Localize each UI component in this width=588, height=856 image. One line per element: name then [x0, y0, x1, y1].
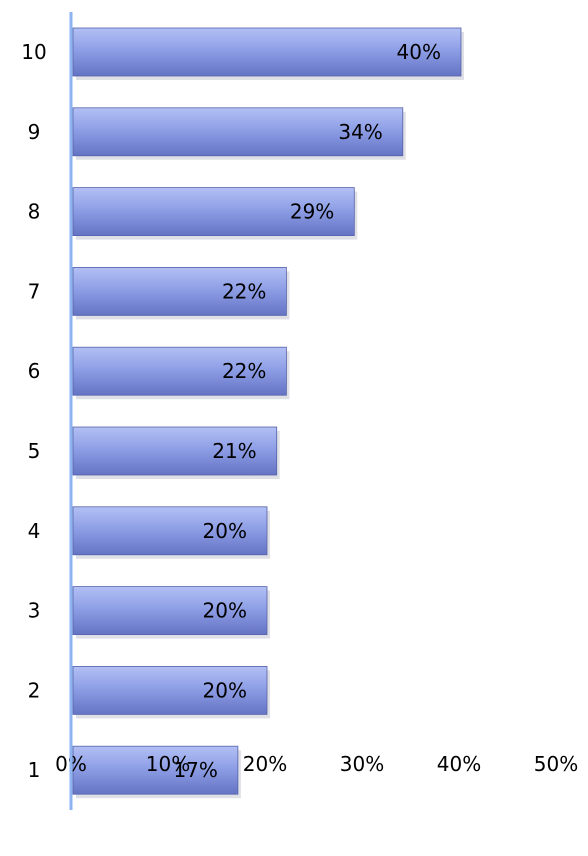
bar-series	[72, 27, 464, 799]
x-tick-label: 50%	[534, 752, 578, 776]
x-tick-label: 20%	[243, 752, 287, 776]
bar-5	[72, 426, 278, 476]
bar-7	[72, 266, 287, 316]
y-tick-label-5: 5	[28, 439, 41, 463]
data-label-6: 22%	[222, 359, 266, 383]
y-tick-label-4: 4	[28, 519, 41, 543]
data-label-10: 40%	[397, 40, 441, 64]
data-label-8: 29%	[290, 200, 334, 224]
y-tick-label-9: 9	[28, 120, 41, 144]
bar-3	[72, 586, 268, 635]
y-axis-tick-labels: 10 9 8 7 6 5 4 3 2 1	[21, 40, 46, 782]
data-label-3: 20%	[203, 599, 247, 623]
y-tick-label-8: 8	[28, 200, 41, 224]
y-tick-label-6: 6	[28, 359, 41, 383]
bar-1	[72, 745, 239, 795]
data-label-9: 34%	[338, 120, 382, 144]
data-label-4: 20%	[203, 519, 247, 543]
y-tick-label-1: 1	[28, 758, 41, 782]
x-tick-label: 10%	[146, 752, 190, 776]
y-tick-label-10: 10	[21, 40, 46, 64]
y-tick-label-2: 2	[28, 678, 41, 702]
data-label-5: 21%	[212, 439, 256, 463]
data-label-7: 22%	[222, 279, 266, 303]
bar-9	[72, 107, 404, 157]
x-tick-label: 40%	[437, 752, 481, 776]
y-tick-label-7: 7	[28, 279, 41, 303]
data-label-2: 20%	[203, 678, 247, 702]
bar-4	[72, 506, 268, 556]
y-tick-label-3: 3	[28, 599, 41, 623]
bar-2	[72, 666, 268, 715]
bar-8	[72, 187, 355, 237]
x-tick-label: 30%	[340, 752, 384, 776]
data-labels: 40% 34% 29% 22% 22% 21% 20% 20% 20% 17%	[173, 40, 441, 782]
data-label-1: 17%	[173, 758, 217, 782]
bar-10	[72, 27, 462, 77]
bar-6	[72, 346, 287, 396]
